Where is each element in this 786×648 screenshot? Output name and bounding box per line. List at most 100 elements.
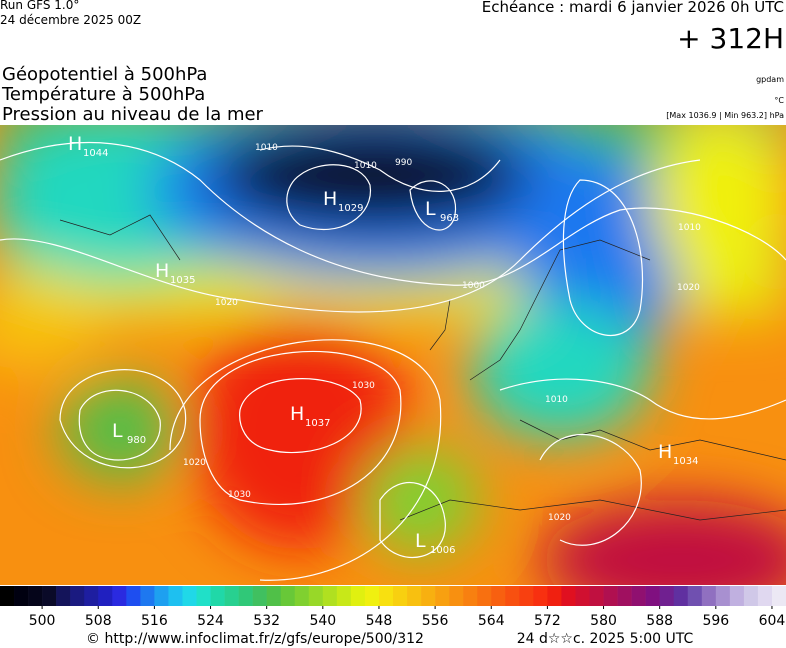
- contour-label: 1010: [354, 161, 377, 171]
- colorbar-swatch: [70, 586, 85, 606]
- colorbar-tick-label: 540: [309, 613, 336, 629]
- colorbar-swatch: [336, 586, 352, 606]
- colorbar-tick-label: 500: [29, 613, 56, 629]
- colorbar-swatch: [393, 586, 408, 606]
- colorbar: 500 508 516 524 532 540 548 556 564 572 580 588 596 6…: [0, 586, 786, 629]
- center-value: 963: [440, 213, 459, 224]
- contour-label: 1030: [352, 381, 375, 391]
- colorbar-tick-label: 524: [197, 613, 224, 629]
- colorbar-swatch: [729, 586, 745, 606]
- colorbar-swatch: [252, 586, 267, 606]
- colorbar-swatch: [477, 586, 492, 606]
- colorbar-swatch: [196, 586, 211, 606]
- colorbar-swatch: [350, 586, 366, 606]
- contour-label: 1020: [215, 298, 238, 308]
- colorbar-swatch: [182, 586, 197, 606]
- center-type: L: [425, 198, 436, 220]
- colorbar-swatch: [631, 586, 646, 606]
- colorbar-swatch: [505, 586, 520, 606]
- unit-label: gpdam: [756, 75, 784, 84]
- contour-label: 1020: [677, 283, 700, 293]
- colorbar-swatch: [210, 586, 225, 606]
- forecast-time: Echéance : mardi 6 janvier 2026 0h UTC: [482, 0, 784, 16]
- contour-label: 1010: [255, 143, 278, 153]
- colorbar-tick-label: 532: [253, 613, 280, 629]
- colorbar-swatch: [589, 586, 604, 606]
- run-label: Run GFS 1.0°: [0, 0, 79, 12]
- colorbar-swatch: [28, 586, 43, 606]
- colorbar-swatch: [771, 586, 786, 606]
- colorbar-swatch: [84, 586, 99, 606]
- colorbar-swatch: [659, 586, 675, 606]
- colorbar-swatch: [561, 586, 576, 606]
- colorbar-tick-label: 564: [478, 613, 505, 629]
- colorbar-swatch: [701, 586, 717, 606]
- contour-label: 1020: [548, 513, 571, 523]
- title-line: Température à 500hPa: [1, 84, 205, 105]
- center-type: L: [415, 530, 426, 552]
- colorbar-swatch: [715, 586, 731, 606]
- center-value: 980: [127, 435, 146, 446]
- colorbar-swatch: [266, 586, 282, 606]
- contour-label: 1010: [545, 395, 568, 405]
- contour-label: 1000: [462, 281, 485, 291]
- colorbar-tick-label: 572: [534, 613, 561, 629]
- contour-label: 1030: [228, 490, 251, 500]
- colorbar-swatch: [575, 586, 590, 606]
- colorbar-tick-label: 556: [422, 613, 449, 629]
- colorbar-swatch: [42, 586, 57, 606]
- unit-label: °C: [774, 96, 784, 105]
- colorbar-swatch: [687, 586, 703, 606]
- colorbar-swatch: [421, 586, 436, 606]
- center-value: 1006: [430, 545, 455, 556]
- center-type: H: [155, 260, 169, 282]
- contour-label: 1020: [183, 458, 206, 468]
- colorbar-swatch: [519, 586, 534, 606]
- colorbar-tick-label: 580: [590, 613, 617, 629]
- colorbar-swatch: [378, 586, 394, 606]
- colorbar-swatch: [449, 586, 464, 606]
- colorbar-swatch: [56, 586, 71, 606]
- colorbar-swatch: [322, 586, 338, 606]
- colorbar-swatch: [617, 586, 632, 606]
- colorbar-swatch: [224, 586, 239, 606]
- colorbar-swatch: [98, 586, 113, 606]
- lead-time: + 312H: [677, 22, 784, 55]
- center-value: 1029: [338, 203, 363, 214]
- contour-label: 1010: [678, 223, 701, 233]
- contour-labels: 1010 1000 1020 1030 1020 1030 1020 1010 1020 1010…: [183, 143, 701, 523]
- colorbar-swatch: [435, 586, 450, 606]
- colorbar-swatch: [168, 586, 183, 606]
- center-type: H: [323, 188, 337, 210]
- colorbar-swatch: [126, 586, 141, 606]
- colorbar-swatch: [280, 586, 296, 606]
- colorbar-swatch: [463, 586, 478, 606]
- center-value: 1037: [305, 418, 330, 429]
- colorbar-swatch: [645, 586, 660, 606]
- unit-label: [Max 1036.9 | Min 963.2] hPa: [666, 111, 784, 120]
- title-line: Pression au niveau de la mer: [2, 104, 264, 125]
- title-line: Géopotentiel à 500hPa: [2, 64, 207, 85]
- colorbar-tick-label: 548: [366, 613, 393, 629]
- colorbar-swatch: [308, 586, 324, 606]
- colorbar-swatch: [0, 586, 15, 606]
- colorbar-swatch: [112, 586, 127, 606]
- colorbar-swatch: [364, 586, 380, 606]
- center-value: 1035: [170, 275, 195, 286]
- colorbar-tick-label: 588: [646, 613, 673, 629]
- colorbar-swatch: [673, 586, 689, 606]
- colorbar-swatch: [491, 586, 506, 606]
- colorbar-swatch: [14, 586, 29, 606]
- colorbar-swatch: [154, 586, 169, 606]
- colorbar-swatch: [603, 586, 618, 606]
- center-value: 1034: [673, 456, 698, 467]
- generated-time: 24 d☆☆c. 2025 5:00 UTC: [517, 631, 694, 647]
- colorbar-tick-label: 596: [702, 613, 729, 629]
- colorbar-swatch: [140, 586, 155, 606]
- colorbar-swatch: [533, 586, 548, 606]
- colorbar-swatch: [407, 586, 422, 606]
- contour-label: 990: [395, 158, 412, 168]
- colorbar-swatch: [294, 586, 310, 606]
